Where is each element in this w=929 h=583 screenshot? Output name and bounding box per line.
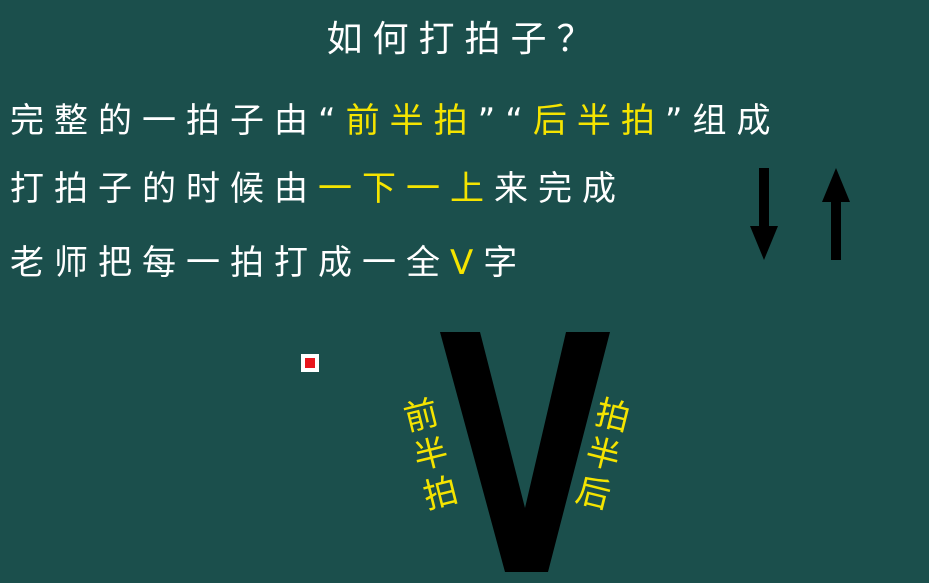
- text-segment: 来完成: [494, 169, 626, 209]
- text-segment: ”组成: [664, 101, 781, 141]
- arrow-down-icon: [750, 168, 778, 260]
- highlight-v-letter: V: [450, 243, 484, 283]
- v-right-label-char: 后: [571, 470, 615, 518]
- pointer-dot: [305, 358, 315, 368]
- text-segment: 完整的一拍子由“: [10, 101, 346, 141]
- v-right-label-char: 拍: [591, 392, 635, 440]
- slide-title: 如何打拍子？: [326, 19, 603, 60]
- text-segment: 打拍子的时候由: [10, 169, 318, 209]
- highlight-second-half: 后半拍: [532, 101, 665, 141]
- text-segment: 字: [483, 243, 528, 283]
- text-line-1: 完整的一拍子由“前半拍”“后半拍”组成: [10, 101, 780, 141]
- pointer-icon: [301, 354, 319, 372]
- arrow-up-icon: [822, 168, 850, 260]
- text-segment: ”“: [477, 101, 533, 141]
- v-shape: [440, 332, 610, 572]
- text-line-2: 打拍子的时候由一下一上来完成: [10, 169, 626, 209]
- highlight-first-half: 前半拍: [345, 101, 478, 141]
- highlight-down-up: 一下一上: [318, 169, 494, 209]
- text-segment: 老师把每一拍打成一全: [10, 243, 450, 283]
- text-line-3: 老师把每一拍打成一全V字: [10, 243, 527, 283]
- v-right-label-char: 半: [581, 431, 625, 479]
